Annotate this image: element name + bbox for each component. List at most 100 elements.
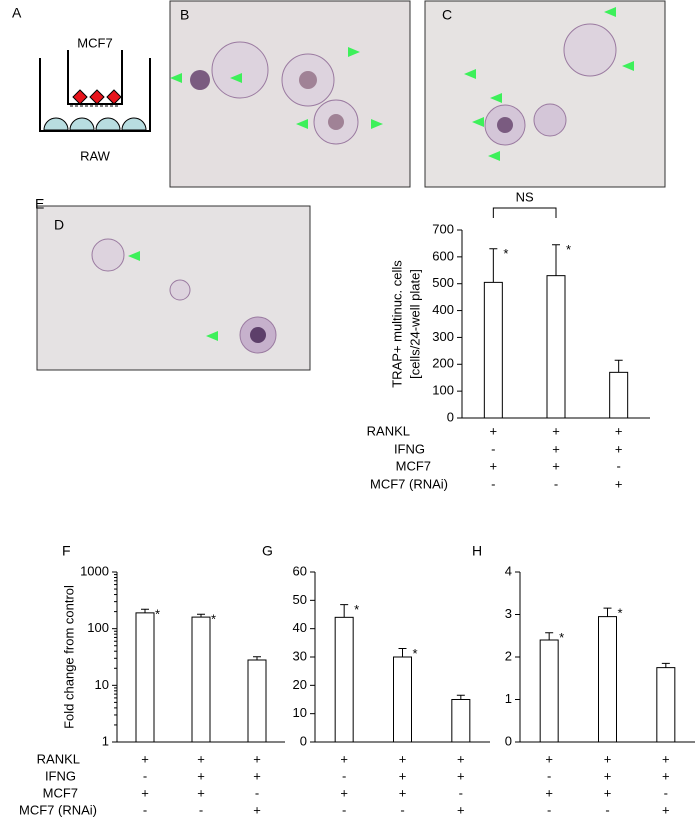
- condition-mark: +: [457, 802, 465, 817]
- condition-label: RANKL: [37, 751, 80, 766]
- micrograph: C: [424, 0, 666, 188]
- condition-mark: +: [615, 441, 623, 456]
- panel-label: G: [262, 543, 273, 559]
- y-tick-label: 30: [293, 648, 307, 663]
- panel-label: E: [35, 196, 44, 212]
- condition-mark: +: [253, 802, 261, 817]
- bar: [334, 616, 354, 743]
- panel-label: D: [54, 217, 64, 233]
- significance-marker: *: [211, 612, 216, 627]
- condition-mark: +: [253, 768, 261, 783]
- y-tick-label: 100: [87, 620, 109, 635]
- error-bar: [614, 359, 623, 373]
- bracket: [492, 207, 557, 218]
- y-tick-label: 0: [505, 733, 512, 748]
- error-bar: [545, 632, 554, 640]
- y-tick-label: 40: [293, 620, 307, 635]
- condition-mark: +: [457, 751, 465, 766]
- condition-mark: +: [490, 423, 498, 438]
- condition-mark: -: [605, 802, 609, 817]
- condition-label: MCF7: [396, 458, 431, 473]
- significance-marker: *: [354, 602, 359, 617]
- condition-mark: +: [340, 751, 348, 766]
- condition-mark: +: [662, 768, 670, 783]
- condition-mark: +: [604, 785, 612, 800]
- y-tick-label: 1000: [80, 563, 109, 578]
- condition-mark: +: [197, 751, 205, 766]
- y-tick-label: 0: [300, 733, 307, 748]
- condition-mark: -: [547, 802, 551, 817]
- condition-mark: -: [459, 785, 463, 800]
- error-bar: [253, 656, 261, 660]
- y-tick-label: 500: [432, 275, 454, 290]
- condition-mark: +: [399, 768, 407, 783]
- bar: [539, 639, 559, 743]
- error-bar: [456, 694, 465, 700]
- y-tick-label: 400: [432, 302, 454, 317]
- error-bar: [552, 244, 560, 276]
- bar: [247, 659, 267, 743]
- condition-mark: +: [141, 751, 149, 766]
- well-diagram: [39, 50, 151, 132]
- condition-mark: +: [197, 785, 205, 800]
- error-bar: [603, 607, 612, 617]
- condition-mark: -: [342, 768, 346, 783]
- error-bar: [489, 248, 498, 283]
- significance-marker: *: [618, 606, 623, 621]
- condition-mark: +: [552, 458, 560, 473]
- condition-mark: +: [253, 751, 261, 766]
- cancer-cells: [72, 89, 122, 105]
- y-tick-label: 50: [293, 592, 307, 607]
- condition-mark: -: [342, 802, 346, 817]
- y-tick-label: 0: [447, 409, 454, 424]
- panel-label: B: [180, 7, 189, 23]
- condition-mark: -: [199, 802, 203, 817]
- condition-mark: +: [545, 785, 553, 800]
- condition-mark: +: [615, 476, 623, 491]
- bar: [135, 612, 155, 743]
- condition-mark: +: [552, 441, 560, 456]
- y-tick-label: 700: [432, 221, 454, 236]
- condition-mark: -: [547, 768, 551, 783]
- condition-mark: -: [143, 802, 147, 817]
- bar: [393, 656, 412, 743]
- condition-mark: +: [197, 768, 205, 783]
- cells: [43, 117, 147, 131]
- y-tick-label: 300: [432, 329, 454, 344]
- y-tick-label: 100: [432, 383, 454, 398]
- panel-label: C: [442, 7, 452, 23]
- condition-mark: +: [490, 458, 498, 473]
- y-tick-label: 2: [505, 648, 512, 663]
- condition-label: RANKL: [367, 423, 410, 438]
- y-tick-label: 20: [293, 677, 307, 692]
- y-tick-label: 60: [293, 563, 307, 578]
- diagram-label: MCF7: [77, 35, 112, 50]
- significance-marker: *: [155, 607, 160, 622]
- condition-mark: +: [399, 751, 407, 766]
- condition-mark: +: [340, 785, 348, 800]
- error-bar: [340, 604, 349, 618]
- micrograph: B: [169, 0, 411, 188]
- y-tick-label: 3: [505, 606, 512, 621]
- significance-marker: *: [566, 242, 571, 257]
- condition-label: IFNG: [45, 768, 76, 783]
- condition-label: MCF7: [43, 785, 78, 800]
- error-bar: [398, 648, 407, 657]
- bar: [546, 275, 566, 419]
- y-tick-label: 4: [505, 563, 512, 578]
- condition-mark: -: [616, 458, 620, 473]
- bracket-label: NS: [516, 189, 534, 204]
- y-tick-label: 10: [293, 705, 307, 720]
- significance-marker: *: [559, 630, 564, 645]
- condition-mark: +: [604, 768, 612, 783]
- y-axis-label: TRAP+ multinuc. cells: [389, 260, 404, 388]
- condition-mark: -: [491, 441, 495, 456]
- panel-label: F: [62, 543, 71, 559]
- condition-mark: -: [491, 476, 495, 491]
- bar: [451, 699, 471, 743]
- condition-mark: +: [545, 751, 553, 766]
- y-tick-label: 200: [432, 356, 454, 371]
- y-tick-label: 600: [432, 248, 454, 263]
- condition-mark: +: [552, 423, 560, 438]
